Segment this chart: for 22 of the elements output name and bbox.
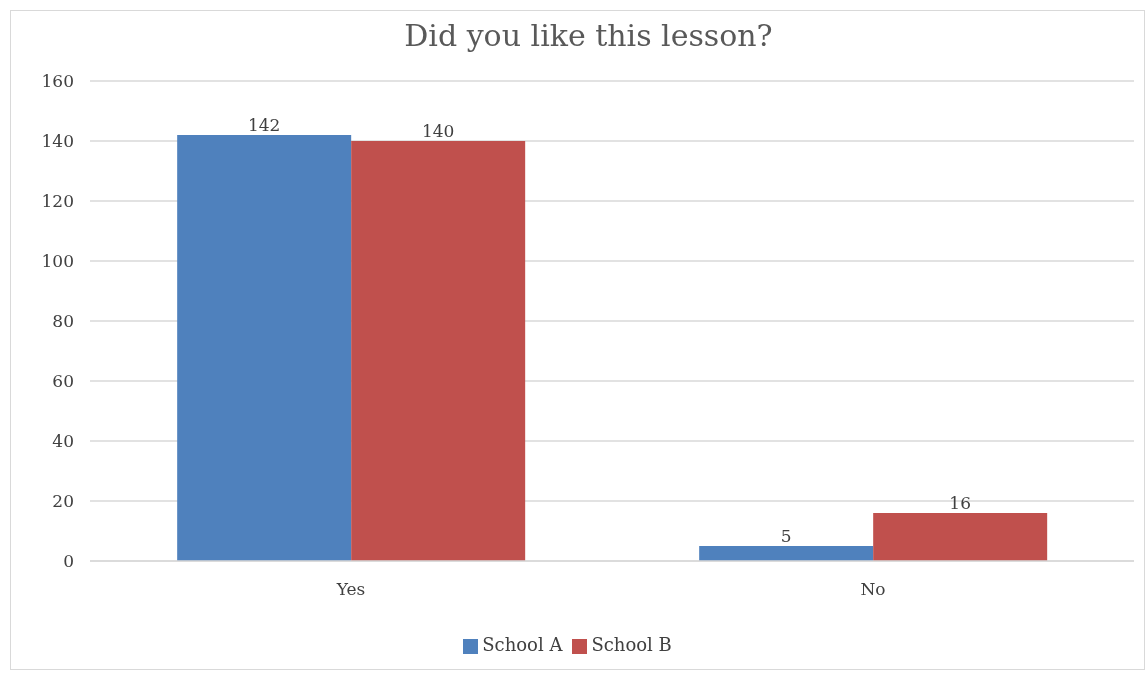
y-tick-label: 140 xyxy=(41,131,74,152)
legend-label: School A xyxy=(482,634,563,655)
y-tick-label: 80 xyxy=(52,311,74,332)
y-tick-label: 0 xyxy=(63,551,74,572)
y-tick-label: 100 xyxy=(41,251,74,272)
y-tick-label: 20 xyxy=(52,491,74,512)
y-tick-label: 120 xyxy=(41,191,74,212)
data-label: 140 xyxy=(421,121,455,141)
chart-title: Did you like this lesson? xyxy=(403,17,774,55)
bar xyxy=(873,513,1048,561)
data-label: 142 xyxy=(247,115,281,135)
x-tick-label: Yes xyxy=(335,579,366,600)
y-tick-label: 160 xyxy=(41,71,74,92)
data-label: 5 xyxy=(780,526,792,546)
x-tick-label: No xyxy=(860,579,886,600)
bar xyxy=(177,135,352,561)
bar xyxy=(351,141,526,561)
bar xyxy=(699,546,874,561)
legend-label: School B xyxy=(591,634,672,655)
y-tick-label: 60 xyxy=(52,371,74,392)
y-tick-label: 40 xyxy=(52,431,74,452)
data-label: 16 xyxy=(949,493,971,513)
